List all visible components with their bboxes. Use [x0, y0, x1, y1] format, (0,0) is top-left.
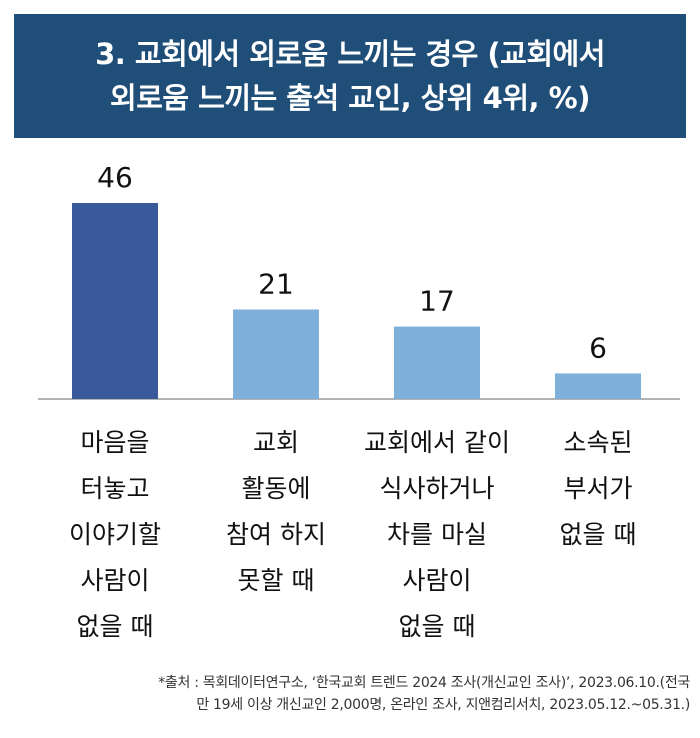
category-label-1-line-4: 사람이	[80, 566, 150, 595]
bar-1	[72, 203, 158, 399]
footnote-line-1: *출처 : 목회데이터연구소, ‘한국교회 트렌드 2024 조사(개신교인 조…	[158, 675, 690, 691]
category-label-3-line-1: 교회에서 같이	[364, 428, 510, 457]
category-label-3-line-4: 사람이	[402, 566, 472, 595]
chart-title-line-2: 외로움 느끼는 출석 교인, 상위 4위, %)	[110, 81, 590, 115]
category-label-2-line-4: 못할 때	[237, 566, 315, 595]
category-label-2-line-3: 참여 하지	[226, 520, 326, 549]
category-label-1-line-5: 없을 때	[76, 612, 154, 641]
footnote-line-2: 만 19세 이상 개신교인 2,000명, 온라인 조사, 지앤컴리서치, 20…	[196, 697, 690, 713]
category-label-4-line-3: 없을 때	[559, 520, 637, 549]
category-label-3-line-5: 없을 때	[398, 612, 476, 641]
category-label-3-line-3: 차를 마실	[387, 520, 487, 549]
bar-2	[233, 309, 319, 399]
bar-4	[555, 373, 641, 399]
bar-value-label-2: 21	[258, 268, 294, 301]
category-label-2-line-2: 활동에	[241, 474, 311, 503]
chart-title-banner: 3. 교회에서 외로움 느끼는 경우 (교회에서 외로움 느끼는 출석 교인, …	[14, 14, 686, 138]
source-footnote: *출처 : 목회데이터연구소, ‘한국교회 트렌드 2024 조사(개신교인 조…	[10, 672, 690, 716]
bar-value-label-4: 6	[589, 331, 607, 364]
chart-title-line-1: 3. 교회에서 외로움 느끼는 경우 (교회에서	[95, 37, 605, 71]
category-label-2-line-1: 교회	[252, 428, 299, 457]
category-label-4-line-2: 부서가	[563, 474, 633, 503]
bar-chart: 46 21 17 6	[38, 161, 680, 400]
bar-value-label-1: 46	[97, 161, 133, 194]
category-label-1-line-1: 마음을	[80, 428, 150, 457]
category-label-3-line-2: 식사하거나	[379, 474, 495, 503]
bar-value-label-3: 17	[419, 285, 455, 318]
category-label-4-line-1: 소속된	[563, 428, 633, 457]
bar-3	[394, 326, 480, 399]
category-label-1-line-2: 터놓고	[80, 474, 150, 503]
category-label-1-line-3: 이야기할	[68, 520, 161, 549]
